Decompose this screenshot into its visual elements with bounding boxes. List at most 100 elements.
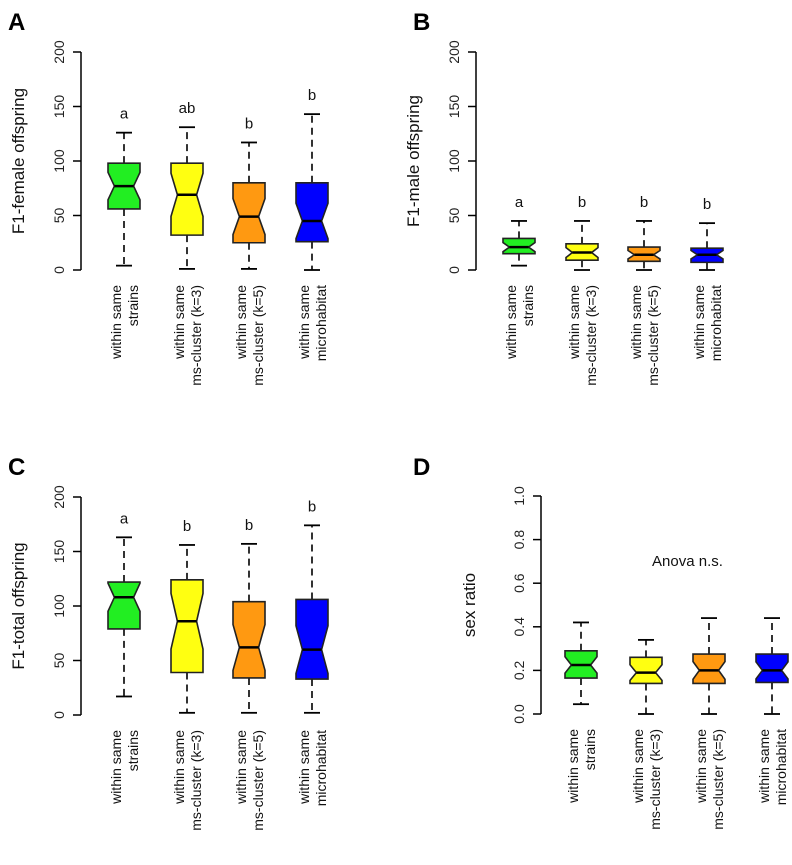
category-label-line1: within same (108, 730, 124, 805)
category-label-line1: within same (171, 285, 187, 360)
category-label-line1: within same (503, 285, 519, 360)
box-3: b within same ms-cluster (k=5) (232, 115, 266, 386)
y-tick-label: 200 (51, 485, 67, 509)
y-tick-label: 0.6 (511, 573, 527, 593)
category-label-line1: within same (566, 285, 582, 360)
category-label-line2: microhabitat (313, 285, 329, 361)
box-1: a within same strains (502, 194, 536, 360)
category-label-line2: ms-cluster (k=5) (250, 285, 266, 386)
box-3: b within same ms-cluster (k=5) (232, 517, 266, 831)
box-body (692, 653, 726, 685)
box-2: b within same ms-cluster (k=3) (565, 194, 599, 386)
box-1: within same strains (564, 621, 598, 804)
y-tick-label: 100 (446, 149, 462, 173)
y-tick-label: 100 (51, 149, 67, 173)
category-label-line1: within same (296, 285, 312, 360)
panel-c: C 0 50 100 150 200 F1-total offspring a within s… (8, 454, 329, 831)
category-label-line2: ms-cluster (k=3) (188, 285, 204, 386)
category-label-line1: within same (233, 730, 249, 805)
y-tick-label: 0.0 (511, 704, 527, 724)
category-label-line1: within same (233, 285, 249, 360)
box-body (295, 182, 329, 243)
y-tick-label: 150 (51, 540, 67, 564)
y-tick-label: 0 (446, 266, 462, 274)
y-tick-label: 50 (51, 208, 67, 224)
annotation: Anova n.s. (652, 553, 723, 570)
panel-label: C (8, 454, 25, 481)
y-axis-label: F1-female offspring (9, 88, 28, 234)
category-label-line1: within same (296, 730, 312, 805)
significance-letter: a (120, 510, 129, 527)
box-body (107, 581, 141, 630)
y-tick-label: 50 (51, 653, 67, 669)
category-label-line1: within same (108, 285, 124, 360)
panel-label: B (413, 9, 430, 36)
y-tick-label: 0 (51, 266, 67, 274)
y-tick-label: 0.2 (511, 660, 527, 680)
category-label-line2: ms-cluster (k=3) (647, 729, 663, 830)
box-body (170, 162, 204, 236)
significance-letter: b (308, 87, 316, 104)
category-label-line2: microhabitat (313, 730, 329, 806)
panel-d: D 0.0 0.2 0.4 0.6 0.8 1.0 sex ratio Anova n.s. wi… (413, 454, 789, 830)
box-3: within same ms-cluster (k=5) (692, 617, 726, 830)
category-label-line2: microhabitat (773, 729, 789, 805)
significance-letter: b (578, 194, 586, 211)
category-label-line2: ms-cluster (k=3) (583, 285, 599, 386)
panel-a: A 0 50 100 150 200 F1-female offspring a within … (8, 9, 329, 386)
category-label-line2: ms-cluster (k=3) (188, 730, 204, 831)
category-label-line2: ms-cluster (k=5) (250, 730, 266, 831)
category-label-line2: ms-cluster (k=5) (710, 729, 726, 830)
y-tick-label: 0.8 (511, 530, 527, 550)
significance-letter: ab (179, 100, 196, 117)
y-tick-label: 100 (51, 594, 67, 618)
category-label-line2: strains (582, 729, 598, 770)
category-label-line2: microhabitat (708, 285, 724, 361)
y-axis-label: F1-total offspring (9, 542, 28, 669)
box-body (232, 182, 266, 244)
y-tick-label: 0 (51, 711, 67, 719)
y-tick-label: 200 (446, 40, 462, 64)
significance-letter: a (515, 194, 524, 211)
box-2: ab within same ms-cluster (k=3) (170, 100, 204, 386)
box-body (232, 600, 266, 679)
category-label-line1: within same (693, 729, 709, 804)
category-label-line2: strains (125, 730, 141, 771)
category-label-line1: within same (171, 730, 187, 805)
y-axis-label: sex ratio (460, 573, 479, 637)
panel-label: A (8, 9, 25, 36)
category-label-line2: strains (520, 285, 536, 326)
box-body (629, 656, 663, 685)
y-axis-label: F1-male offspring (404, 95, 423, 227)
box-4: b within same microhabitat (690, 196, 724, 361)
box-1: a within same strains (107, 510, 141, 805)
panel-label: D (413, 454, 430, 481)
box-4: b within same microhabitat (295, 87, 329, 361)
box-2: within same ms-cluster (k=3) (629, 638, 663, 830)
significance-letter: b (183, 518, 191, 535)
significance-letter: b (703, 196, 711, 213)
y-tick-label: 50 (446, 208, 462, 224)
significance-letter: a (120, 106, 129, 123)
category-label-line1: within same (691, 285, 707, 360)
significance-letter: b (245, 517, 253, 534)
y-tick-label: 150 (51, 95, 67, 119)
significance-letter: b (640, 194, 648, 211)
significance-letter: b (308, 498, 316, 515)
box-3: b within same ms-cluster (k=5) (627, 194, 661, 386)
y-tick-label: 200 (51, 40, 67, 64)
box-body (170, 579, 204, 674)
box-1: a within same strains (107, 106, 141, 360)
y-tick-label: 0.4 (511, 617, 527, 637)
category-label-line1: within same (565, 729, 581, 804)
category-label-line2: ms-cluster (k=5) (645, 285, 661, 386)
box-4: b within same microhabitat (295, 498, 329, 806)
box-body (295, 598, 329, 680)
category-label-line1: within same (630, 729, 646, 804)
significance-letter: b (245, 115, 253, 132)
y-tick-label: 150 (446, 95, 462, 119)
panel-b: B 0 50 100 150 200 F1-male offspring a within sa… (404, 9, 724, 386)
category-label-line1: within same (756, 729, 772, 804)
box-body (755, 653, 789, 684)
